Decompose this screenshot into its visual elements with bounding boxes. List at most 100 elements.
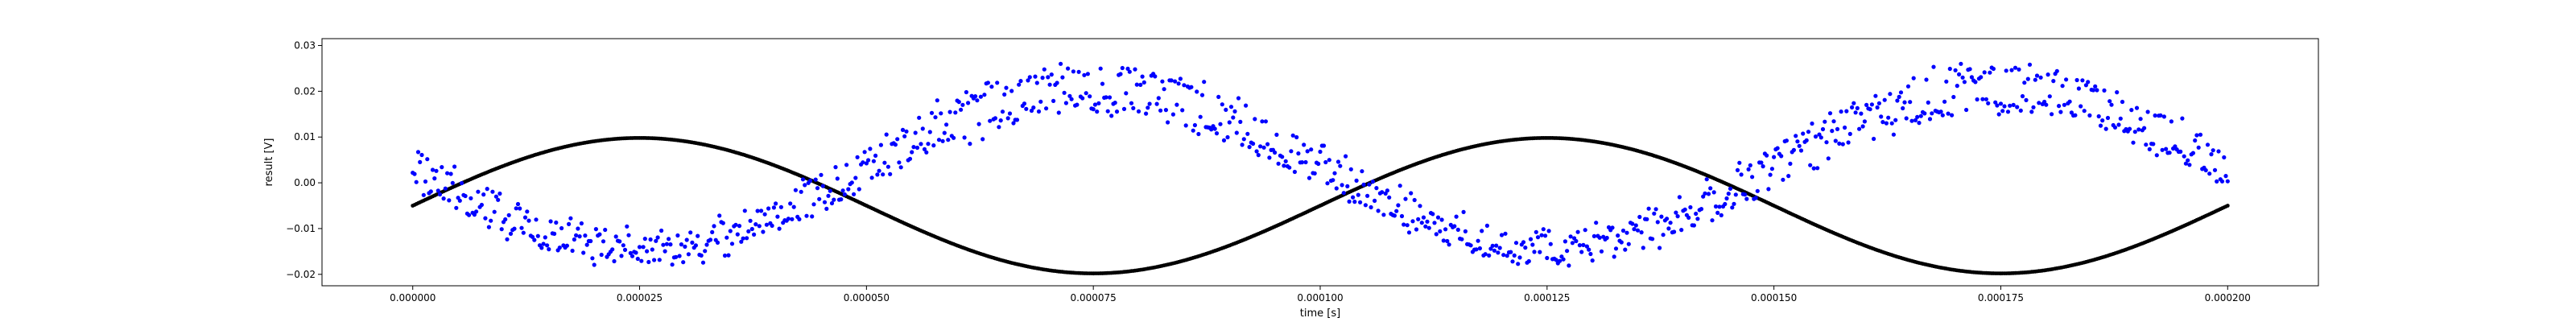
measured-point <box>703 249 708 254</box>
measured-point <box>534 217 539 222</box>
measured-point <box>1599 249 1604 254</box>
measured-point <box>1260 119 1265 124</box>
measured-point <box>998 118 1003 123</box>
measured-point <box>822 200 828 204</box>
measured-point <box>467 213 472 217</box>
measured-point <box>1214 131 1220 136</box>
measured-point <box>474 209 479 214</box>
measured-point <box>1098 66 1103 71</box>
measured-point <box>1765 153 1769 158</box>
measured-point <box>824 206 829 211</box>
measured-point <box>1574 238 1579 244</box>
measured-point <box>1095 109 1100 114</box>
measured-point <box>2000 109 2005 114</box>
measured-point <box>1289 149 1294 154</box>
measured-point <box>1463 229 1468 233</box>
measured-point <box>1399 213 1405 219</box>
measured-point <box>1294 134 1299 140</box>
measured-point <box>1069 97 1074 101</box>
measured-point <box>1044 106 1049 111</box>
x-tick-label: 0.000025 <box>617 292 663 303</box>
measured-point <box>1633 223 1638 228</box>
measured-point <box>1421 215 1426 220</box>
measured-point <box>512 226 517 231</box>
measured-point <box>1646 206 1651 211</box>
measured-point <box>2060 84 2065 89</box>
measured-point <box>2136 127 2141 132</box>
measured-point <box>835 176 840 181</box>
measured-point <box>2138 117 2143 122</box>
measured-point <box>1726 192 1731 196</box>
measured-point <box>1051 98 1056 103</box>
measured-point <box>871 159 876 163</box>
measured-point <box>1060 75 1065 80</box>
measured-point <box>2044 102 2049 107</box>
measured-point <box>1735 167 1740 172</box>
measured-point <box>1543 233 1548 238</box>
measured-point <box>777 226 782 231</box>
measured-point <box>774 201 778 206</box>
measured-point <box>2222 155 2227 160</box>
measured-point <box>1806 130 1811 134</box>
measured-point <box>1788 161 1793 166</box>
measured-point <box>1675 214 1680 219</box>
measured-point <box>741 236 745 241</box>
measured-point <box>1238 119 1243 124</box>
measured-point <box>1492 248 1496 253</box>
measured-point <box>1352 200 1357 204</box>
measured-point <box>2115 90 2120 95</box>
measured-point <box>1497 246 1502 250</box>
measured-point <box>1368 204 1373 210</box>
measured-point <box>1120 65 1125 71</box>
measured-point <box>752 232 757 237</box>
measured-point <box>900 127 906 132</box>
measured-point <box>597 232 602 237</box>
measured-point <box>1991 66 1996 72</box>
measured-point <box>2038 75 2043 80</box>
measured-point <box>1889 121 1894 126</box>
measured-point <box>1750 175 1755 180</box>
measured-point <box>645 249 650 254</box>
measured-point <box>1133 67 1137 72</box>
measured-point <box>675 233 680 238</box>
measured-point <box>919 142 923 147</box>
measured-point <box>861 160 865 165</box>
measured-point <box>1363 203 1368 208</box>
measured-point <box>1138 82 1143 87</box>
measured-point <box>1902 100 1907 105</box>
measured-point <box>839 197 844 202</box>
measured-point <box>962 135 967 140</box>
measured-point <box>1568 234 1573 239</box>
measured-point <box>1743 192 1748 197</box>
measured-point <box>583 233 588 238</box>
measured-point <box>759 208 764 213</box>
measured-point <box>1483 252 1488 257</box>
measured-point <box>1794 134 1798 138</box>
measured-point <box>2076 86 2081 91</box>
measured-point <box>956 100 961 105</box>
measured-point <box>625 224 630 229</box>
measured-point <box>1688 204 1693 210</box>
x-tick-label: 0.000000 <box>390 292 436 303</box>
measured-point <box>2105 115 2111 121</box>
measured-point <box>1274 132 1279 137</box>
measured-point <box>1581 242 1586 247</box>
measured-point <box>1864 102 1869 107</box>
measured-point <box>1307 175 1312 180</box>
measured-point <box>1768 172 1773 177</box>
measured-point <box>1170 112 1175 117</box>
measured-point <box>1113 101 1117 105</box>
measured-point <box>472 213 477 217</box>
measured-point <box>1199 93 1205 97</box>
measured-point <box>852 192 857 196</box>
measured-point <box>1516 262 1521 266</box>
measured-point <box>1468 243 1473 248</box>
measured-point <box>947 109 952 114</box>
measured-point <box>1674 210 1678 215</box>
measured-point <box>493 194 499 199</box>
measured-point <box>884 132 889 137</box>
measured-point <box>749 226 754 232</box>
measured-point <box>588 238 593 244</box>
measured-point <box>612 258 617 264</box>
measured-point <box>441 196 446 201</box>
